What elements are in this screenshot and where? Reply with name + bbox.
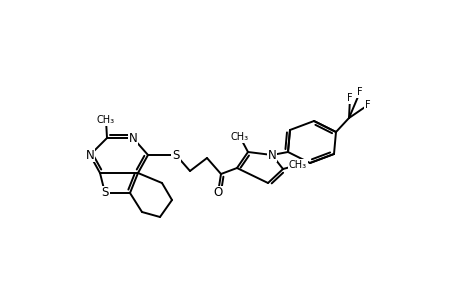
Text: S: S (101, 187, 108, 200)
Text: F: F (364, 100, 370, 110)
Text: CH₃: CH₃ (230, 132, 248, 142)
Text: O: O (213, 187, 222, 200)
Text: CH₃: CH₃ (288, 160, 307, 170)
Text: N: N (85, 148, 94, 161)
Text: F: F (356, 87, 362, 97)
Text: CH₃: CH₃ (97, 115, 115, 125)
Text: N: N (129, 131, 137, 145)
Text: S: S (172, 148, 179, 161)
Text: F: F (347, 93, 352, 103)
Text: N: N (267, 148, 276, 161)
